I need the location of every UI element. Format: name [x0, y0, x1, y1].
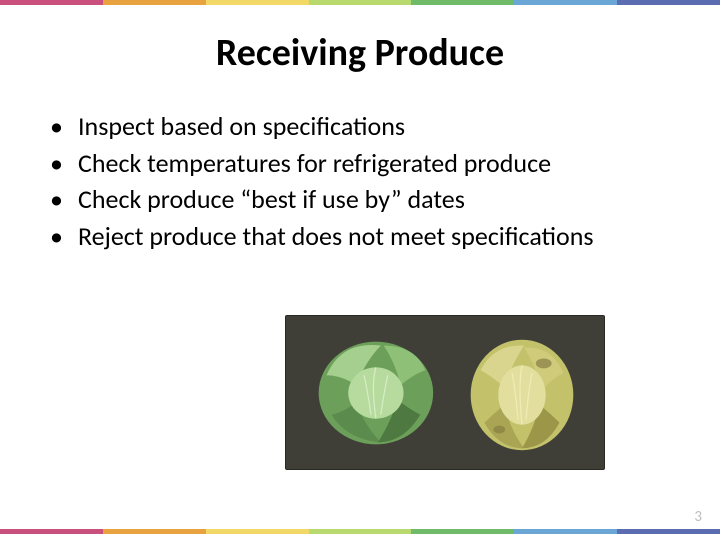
band-seg: [206, 0, 309, 5]
bullet-list: Inspect based on specifications Check te…: [50, 110, 680, 256]
produce-photo: [285, 315, 605, 470]
top-color-band: [0, 0, 720, 5]
band-seg: [514, 0, 617, 5]
band-seg: [309, 0, 412, 5]
band-seg: [514, 529, 617, 534]
slide-container: Receiving Produce Inspect based on speci…: [0, 0, 720, 540]
bullet-item: Check produce “best if use by” dates: [50, 183, 680, 216]
slide-title: Receiving Produce: [0, 30, 720, 76]
band-seg: [206, 529, 309, 534]
band-seg: [0, 529, 103, 534]
cabbage-wilted-icon: [471, 340, 574, 451]
page-number: 3: [694, 508, 702, 526]
band-seg: [0, 0, 103, 5]
band-seg: [103, 529, 206, 534]
bullet-item: Check temperatures for refrigerated prod…: [50, 147, 680, 180]
band-seg: [617, 529, 720, 534]
band-seg: [411, 529, 514, 534]
bottom-color-band: [0, 529, 720, 534]
bullet-item: Inspect based on specifications: [50, 110, 680, 143]
band-seg: [411, 0, 514, 5]
cabbage-fresh-icon: [319, 342, 434, 445]
band-seg: [309, 529, 412, 534]
cabbage-illustration: [286, 316, 604, 469]
band-seg: [103, 0, 206, 5]
band-seg: [617, 0, 720, 5]
bullet-item: Reject produce that does not meet specif…: [50, 220, 680, 253]
